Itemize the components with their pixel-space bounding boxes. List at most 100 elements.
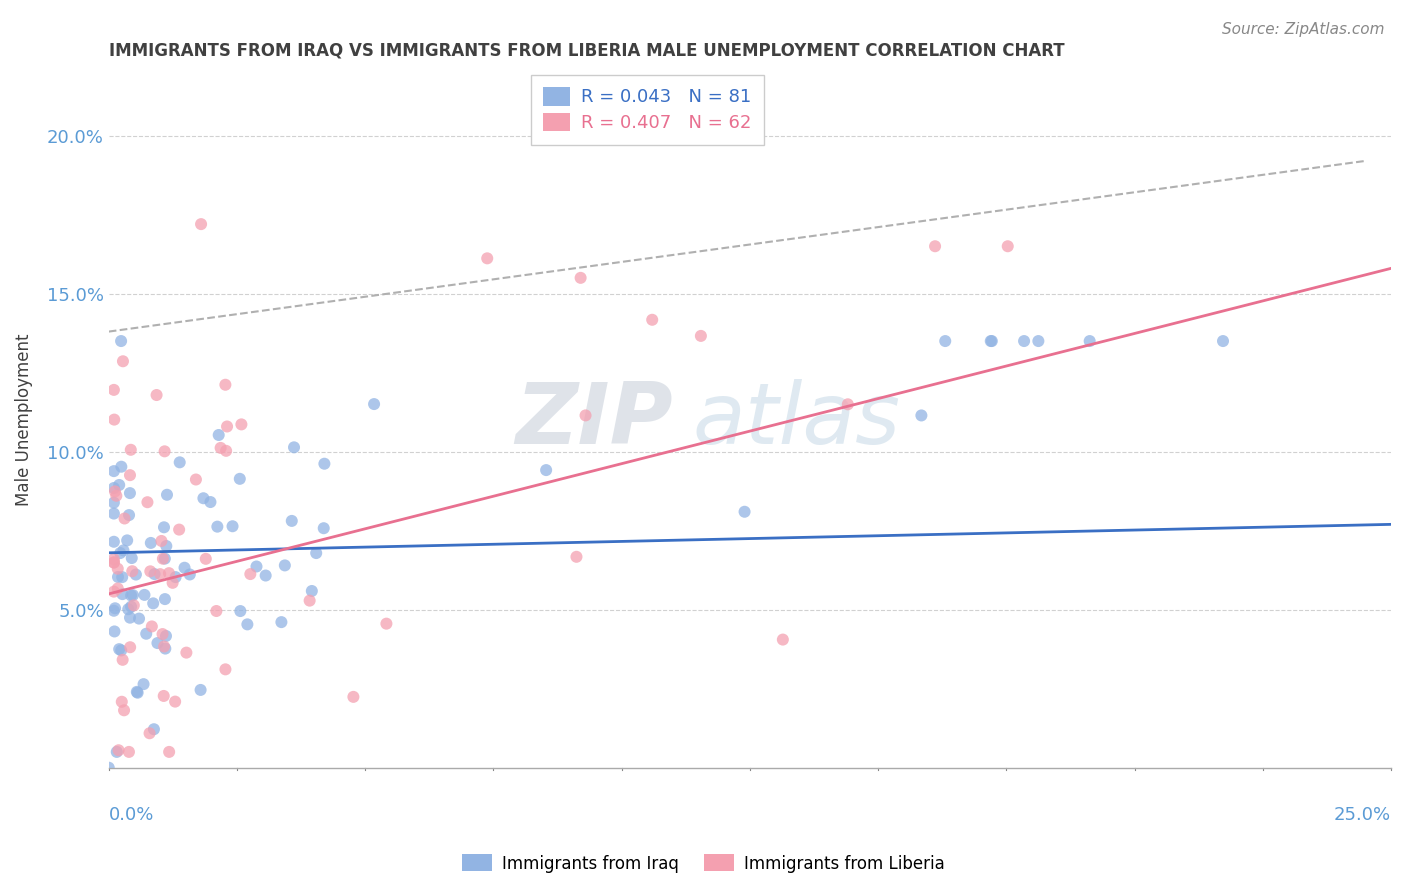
Point (254, 568, 277, 582)
Point (153, 444, 176, 458)
Point (97, 761, 120, 775)
Point (118, 486, 141, 500)
Point (980, 334, 1002, 348)
Text: ZIP: ZIP (516, 378, 673, 461)
Point (209, 441, 232, 455)
Point (342, 690, 364, 704)
Point (153, 592, 176, 607)
Point (111, 653, 134, 667)
Point (110, 546, 132, 560)
Point (173, 560, 195, 574)
Point (165, 695, 187, 709)
Point (689, 329, 711, 343)
Point (229, 604, 252, 618)
Point (125, 685, 148, 699)
Point (108, 642, 131, 657)
Point (569, 270, 592, 285)
Point (107, 743, 129, 757)
Point (312, 521, 335, 535)
Point (132, 677, 155, 691)
Point (141, 619, 163, 633)
Point (104, 601, 127, 615)
Point (150, 533, 173, 548)
Point (105, 489, 128, 503)
Point (169, 455, 191, 469)
Point (128, 611, 150, 625)
Text: 25.0%: 25.0% (1334, 806, 1391, 824)
Point (120, 442, 142, 457)
Point (112, 703, 135, 717)
Point (152, 627, 174, 641)
Point (120, 589, 142, 603)
Point (641, 312, 664, 326)
Point (980, 334, 1002, 348)
Point (179, 567, 201, 582)
Point (149, 567, 172, 582)
Point (205, 604, 228, 618)
Point (103, 552, 125, 566)
Point (103, 534, 125, 549)
Point (208, 428, 231, 442)
Point (274, 558, 297, 573)
Point (105, 745, 128, 759)
Point (534, 463, 557, 477)
Point (125, 567, 148, 582)
Point (142, 596, 165, 610)
Text: atlas: atlas (692, 378, 900, 461)
Text: 0.0%: 0.0% (108, 806, 155, 824)
Point (122, 599, 145, 613)
Point (283, 440, 305, 454)
Point (110, 643, 132, 657)
Point (214, 377, 236, 392)
Point (162, 575, 184, 590)
Point (111, 695, 134, 709)
Point (139, 536, 162, 550)
Point (143, 567, 166, 582)
Point (924, 239, 946, 253)
Y-axis label: Male Unemployment: Male Unemployment (15, 334, 32, 507)
Legend: R = 0.043   N = 81, R = 0.407   N = 62: R = 0.043 N = 81, R = 0.407 N = 62 (530, 75, 763, 145)
Point (184, 473, 207, 487)
Point (176, 646, 198, 660)
Point (103, 507, 125, 521)
Point (115, 533, 138, 548)
Legend: Immigrants from Iraq, Immigrants from Liberia: Immigrants from Iraq, Immigrants from Li… (456, 847, 950, 880)
Point (215, 443, 238, 458)
Point (363, 397, 385, 411)
Point (239, 567, 262, 582)
Point (135, 626, 157, 640)
Point (118, 508, 141, 522)
Point (229, 472, 252, 486)
Point (270, 615, 292, 629)
Text: IMMIGRANTS FROM IRAQ VS IMMIGRANTS FROM LIBERIA MALE UNEMPLOYMENT CORRELATION CH: IMMIGRANTS FROM IRAQ VS IMMIGRANTS FROM … (108, 42, 1064, 60)
Point (103, 556, 125, 570)
Point (153, 520, 176, 534)
Point (127, 686, 149, 700)
Point (157, 566, 180, 581)
Point (103, 556, 125, 570)
Point (1028, 334, 1050, 348)
Point (231, 417, 253, 432)
Point (134, 588, 156, 602)
Point (207, 519, 229, 533)
Point (152, 551, 174, 566)
Point (118, 745, 141, 759)
Point (298, 593, 321, 607)
Point (120, 599, 142, 614)
Point (108, 478, 131, 492)
Point (165, 570, 187, 584)
Point (114, 511, 136, 525)
Point (103, 624, 125, 639)
Point (305, 546, 328, 560)
Point (772, 632, 794, 647)
Point (245, 559, 267, 574)
Point (934, 334, 956, 348)
Point (111, 354, 134, 368)
Point (477, 252, 499, 266)
Point (200, 495, 222, 509)
Point (117, 602, 139, 616)
Point (236, 617, 259, 632)
Point (155, 641, 177, 656)
Text: Source: ZipAtlas.com: Source: ZipAtlas.com (1222, 22, 1385, 37)
Point (1212, 334, 1234, 348)
